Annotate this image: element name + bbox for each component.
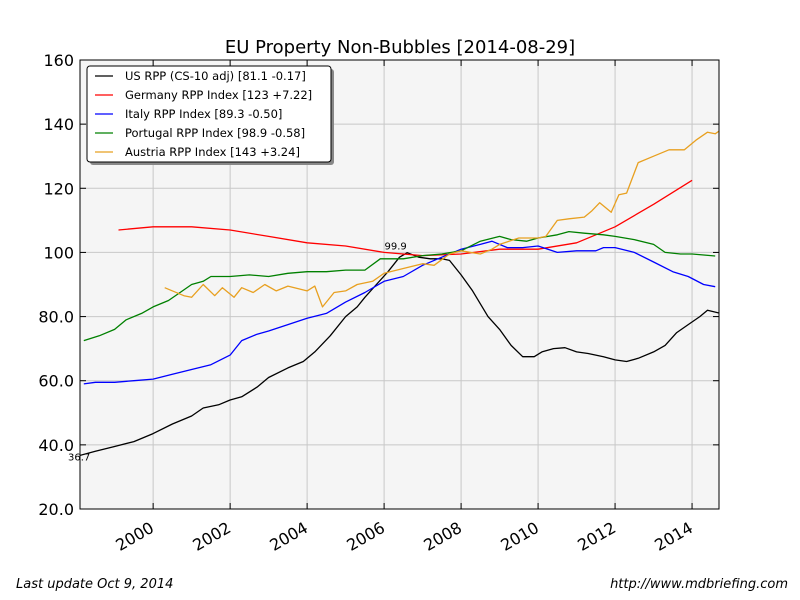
x-tick-label: 2010 [497,518,542,555]
annotation-label: 36.7 [68,452,90,463]
last-update-text: Last update Oct 9, 2014 [16,577,174,592]
x-tick-label: 2002 [189,518,234,555]
x-tick-label: 2008 [420,518,465,555]
y-tick-label: 160 [43,51,74,70]
legend-label: Italy RPP Index [89.3 -0.50] [125,107,282,121]
source-url-link[interactable]: http://www.mdbriefing.com [610,577,788,592]
y-tick-label: 40.0 [38,436,74,455]
x-tick-label: 2004 [266,518,311,555]
y-tick-label: 120 [43,179,74,198]
y-tick-label: 20.0 [38,500,74,519]
x-tick-label: 2006 [343,518,388,555]
annotations: 99.9 36.7 [68,242,407,464]
plot-frame [79,59,720,510]
legend-label: Portugal RPP Index [98.9 -0.58] [125,126,305,140]
series-line-3 [83,230,716,342]
series-line-2 [83,240,716,385]
series-line-0 [80,252,719,457]
y-tick-label: 80.0 [38,308,74,327]
x-tick-label: 2012 [574,518,619,555]
x-tick-label: 2000 [112,518,157,555]
series-layer [80,130,719,457]
y-tick-label: 140 [43,115,74,134]
legend-label: US RPP (CS-10 adj) [81.1 -0.17] [125,69,306,83]
x-tick-label: 2014 [651,518,696,555]
legend-box [86,65,332,163]
y-axis: 20.0 40.0 60.0 80.0 100 120 140 160 [38,51,719,519]
legend-label: Germany RPP Index [123 +7.22] [125,88,312,102]
legend: US RPP (CS-10 adj) [81.1 -0.17] Germany R… [86,65,334,165]
series-line-4 [164,130,719,308]
y-tick-label: 100 [43,243,74,262]
y-tick-label: 60.0 [38,372,74,391]
chart-title: EU Property Non-Bubbles [2014-08-29] [225,37,575,58]
annotation-label: 99.9 [385,242,407,253]
legend-label: Austria RPP Index [143 +3.24] [125,145,300,159]
